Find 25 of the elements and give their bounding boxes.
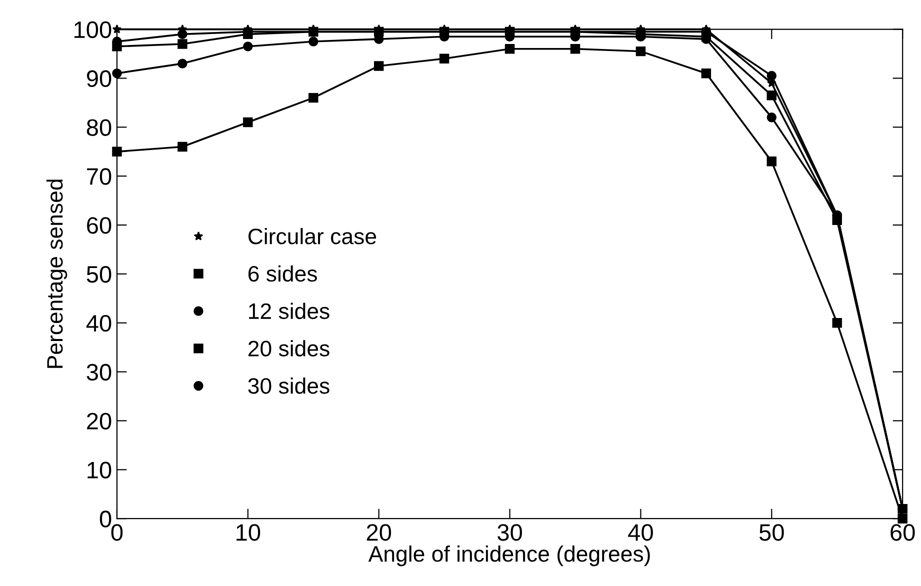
x-tick-label: 60 [890,524,915,541]
x-tick-label: 50 [759,524,784,541]
x-tick-label: 10 [236,524,260,541]
y-axis-title: Percentage sensed [46,180,68,368]
y-tick-label: 80 [86,119,112,136]
y-tick-label: 0 [100,510,112,528]
y-tick-label: 100 [74,21,112,38]
y-tick-label: 50 [86,266,112,283]
y-tick-label: 10 [88,462,112,478]
x-tick-label: 30 [498,524,522,541]
x-axis-title: Angle of incidence (degrees) [368,545,650,566]
y-tick-label: 70 [87,168,112,185]
y-tick-label: 20 [87,412,112,430]
y-tick-label: 90 [86,70,112,88]
y-tick-label: 60 [87,217,112,234]
y-tick-label: 30 [86,364,112,381]
legend-label: Circular case [248,228,376,244]
x-tick-label: 20 [366,524,392,541]
y-tick-label: 40 [86,314,112,332]
legend-label: 6 sides [248,265,317,282]
x-tick-label: 0 [111,524,123,541]
x-tick-label: 40 [628,524,653,541]
legend-label: 20 sides [248,340,330,356]
legend-label: 30 sides [248,378,330,394]
legend-label: 12 sides [249,302,330,320]
